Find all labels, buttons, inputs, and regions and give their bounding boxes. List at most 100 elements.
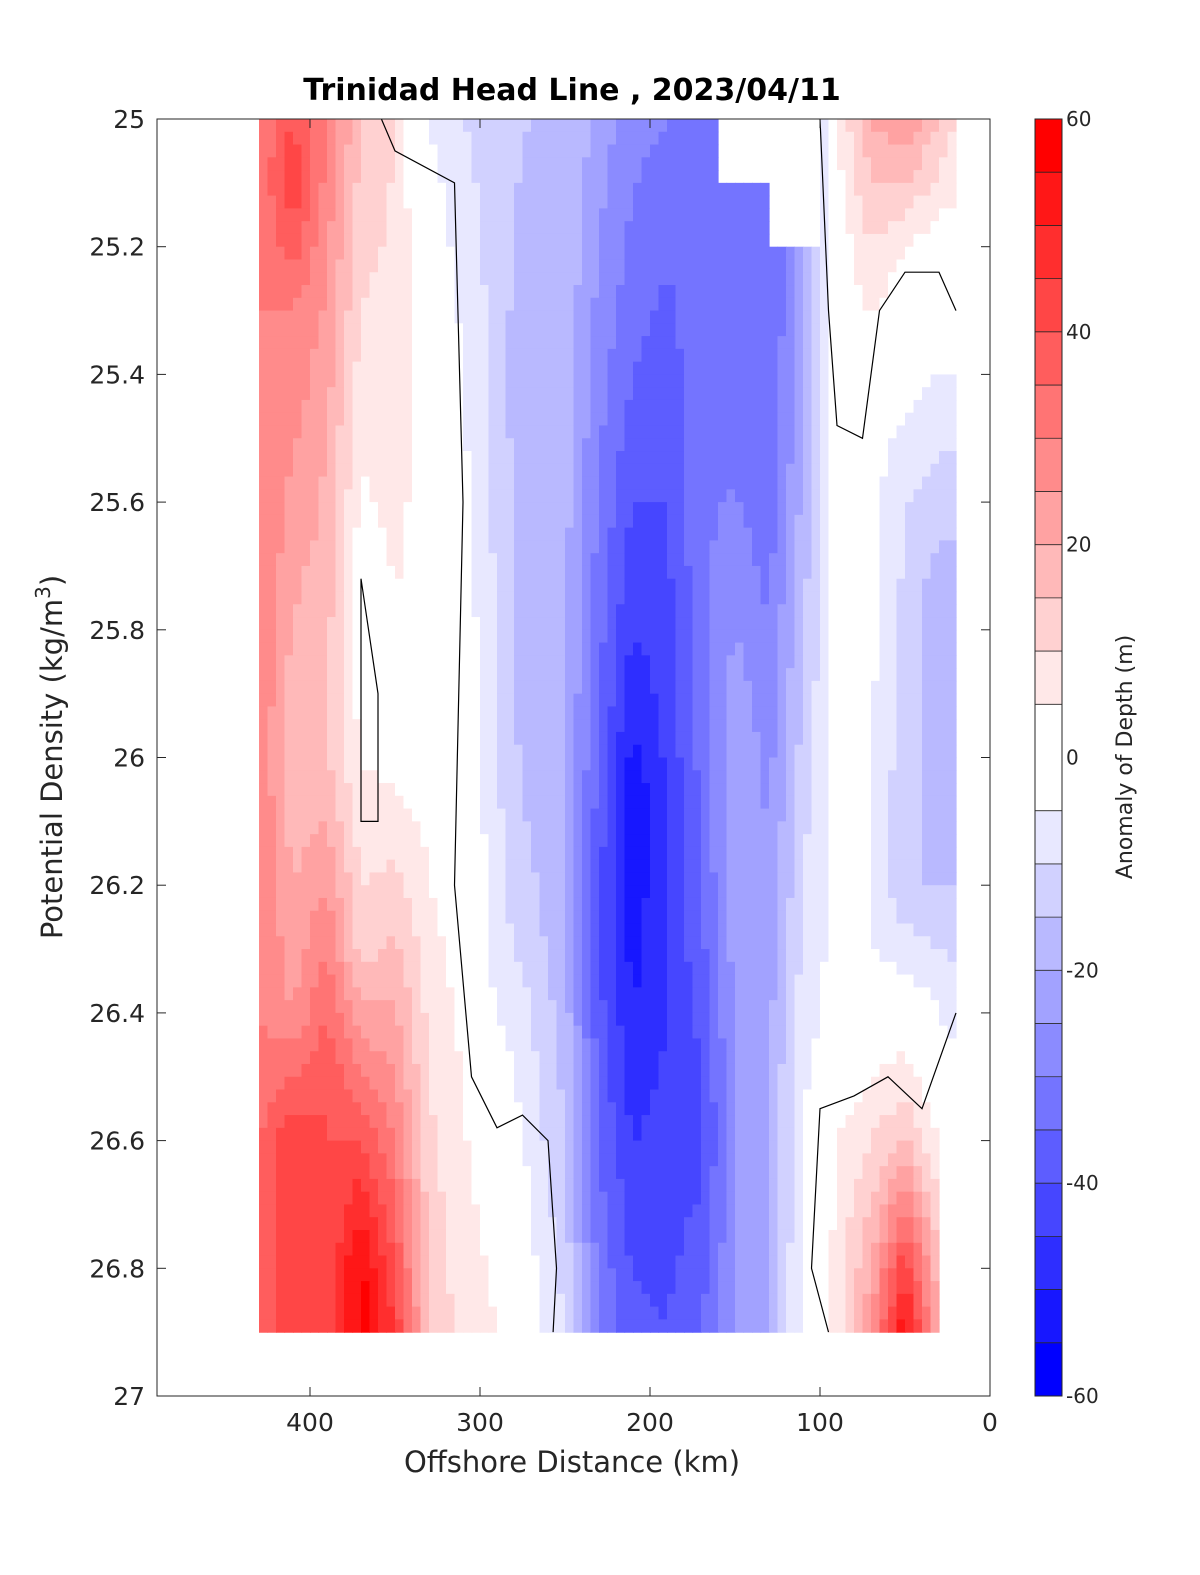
- field-cell: [514, 604, 524, 618]
- field-cell: [327, 783, 337, 797]
- field-cell: [386, 987, 396, 1001]
- field-cell: [675, 1191, 685, 1206]
- field-cell: [522, 348, 532, 363]
- field-cell: [684, 387, 694, 401]
- field-cell: [590, 1051, 600, 1065]
- field-cell: [327, 668, 337, 682]
- field-cell: [573, 757, 583, 771]
- field-cell: [301, 1255, 311, 1269]
- field-cell: [335, 974, 345, 988]
- field-cell: [565, 1191, 575, 1206]
- field-cell: [327, 310, 337, 324]
- field-cell: [378, 1255, 388, 1269]
- field-cell: [522, 412, 532, 427]
- field-cell: [335, 195, 345, 209]
- field-cell: [293, 719, 303, 733]
- field-cell: [650, 1204, 660, 1218]
- field-cell: [590, 438, 600, 452]
- field-cell: [361, 463, 371, 478]
- field-cell: [276, 438, 286, 452]
- field-cell: [624, 655, 634, 669]
- field-cell: [573, 897, 583, 912]
- field-cell: [692, 310, 702, 324]
- field-cell: [599, 1051, 609, 1065]
- field-cell: [667, 553, 677, 567]
- field-cell: [344, 949, 354, 963]
- field-cell: [386, 195, 396, 209]
- field-cell: [616, 706, 626, 720]
- field-cell: [556, 514, 566, 529]
- field-cell: [378, 897, 388, 912]
- field-cell: [667, 680, 677, 695]
- field-cell: [318, 1204, 328, 1218]
- field-cell: [420, 336, 430, 350]
- field-cell: [335, 514, 345, 529]
- field-cell: [395, 1012, 405, 1027]
- field-cell: [284, 1127, 294, 1142]
- field-cell: [420, 348, 430, 363]
- field-cell: [599, 1217, 609, 1231]
- field-cell: [446, 795, 456, 810]
- field-cell: [539, 1025, 549, 1040]
- field-cell: [692, 502, 702, 516]
- field-cell: [454, 1000, 464, 1014]
- field-cell: [573, 438, 583, 452]
- field-cell: [590, 719, 600, 733]
- field-cell: [361, 1127, 371, 1142]
- field-cell: [344, 272, 354, 286]
- field-cell: [675, 859, 685, 874]
- field-cell: [539, 1089, 549, 1103]
- field-cell: [667, 1293, 677, 1308]
- field-cell: [318, 157, 328, 171]
- field-cell: [641, 412, 651, 427]
- field-cell: [633, 1025, 643, 1040]
- field-cell: [259, 770, 269, 784]
- field-cell: [429, 604, 439, 618]
- field-cell: [556, 1102, 566, 1116]
- field-cell: [624, 680, 634, 695]
- field-cell: [412, 144, 422, 158]
- field-cell: [471, 731, 481, 746]
- field-cell: [267, 961, 277, 976]
- field-cell: [318, 387, 328, 401]
- field-cell: [488, 1293, 498, 1308]
- field-cell: [522, 502, 532, 516]
- field-cell: [378, 412, 388, 427]
- field-cell: [667, 885, 677, 899]
- field-cell: [641, 514, 651, 529]
- field-cell: [514, 1255, 524, 1269]
- field-cell: [420, 233, 430, 248]
- field-cell: [658, 285, 668, 299]
- field-cell: [454, 195, 464, 209]
- field-cell: [284, 1268, 294, 1282]
- field-cell: [658, 361, 668, 375]
- field-cell: [403, 1191, 413, 1206]
- field-cell: [505, 425, 515, 439]
- field-cell: [590, 578, 600, 593]
- field-cell: [420, 668, 430, 682]
- field-cell: [310, 514, 320, 529]
- field-cell: [522, 336, 532, 350]
- field-cell: [480, 438, 490, 452]
- field-cell: [616, 565, 626, 580]
- field-cell: [352, 617, 362, 631]
- field-cell: [539, 1217, 549, 1231]
- field-cell: [293, 425, 303, 439]
- field-cell: [276, 451, 286, 465]
- field-cell: [335, 1229, 345, 1244]
- field-cell: [301, 604, 311, 618]
- field-cell: [505, 655, 515, 669]
- field-cell: [276, 272, 286, 286]
- field-cell: [352, 1000, 362, 1014]
- field-cell: [276, 1204, 286, 1218]
- field-cell: [327, 744, 337, 759]
- field-cell: [259, 1127, 269, 1142]
- field-cell: [522, 1127, 532, 1142]
- field-cell: [471, 1166, 481, 1180]
- field-cell: [641, 438, 651, 452]
- field-cell: [318, 1255, 328, 1269]
- field-cell: [607, 195, 617, 209]
- field-cell: [471, 642, 481, 656]
- field-cell: [369, 463, 379, 478]
- field-cell: [386, 1127, 396, 1142]
